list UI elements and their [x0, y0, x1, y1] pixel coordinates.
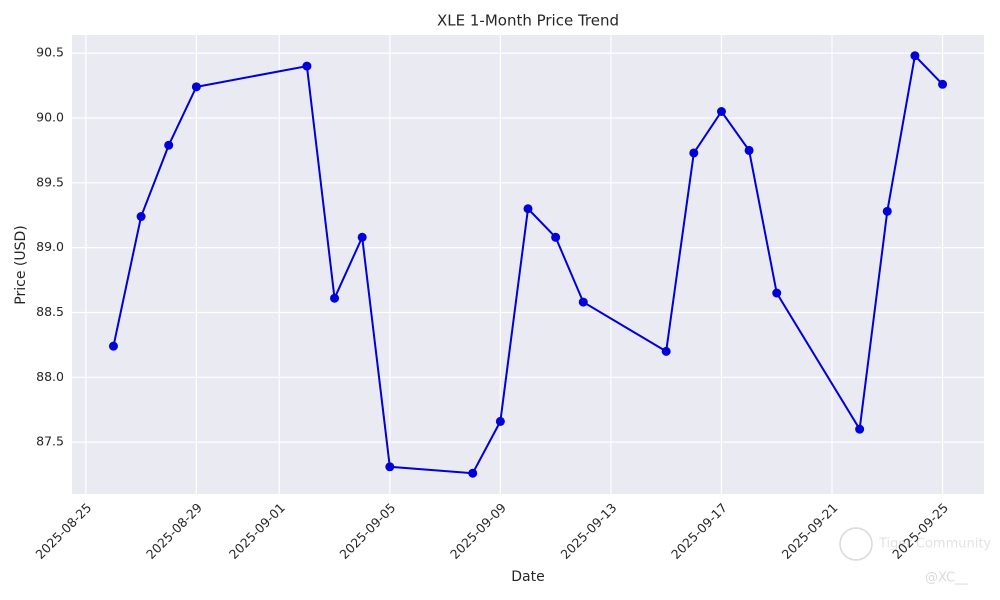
y-tick-label: 90.5: [36, 45, 64, 60]
x-tick-label: 2025-09-13: [558, 500, 620, 562]
y-tick-label: 89.0: [36, 239, 64, 254]
data-point: [330, 293, 340, 303]
data-point: [578, 297, 588, 307]
watermark-logo: [839, 527, 873, 561]
data-point: [661, 346, 671, 356]
data-point: [108, 341, 118, 351]
data-point: [495, 416, 505, 426]
data-point: [938, 79, 948, 89]
x-tick-label: 2025-09-17: [668, 500, 730, 562]
x-tick-label: 2025-09-09: [447, 500, 509, 562]
watermark-handle: @XC__: [925, 571, 969, 586]
data-point: [855, 424, 865, 434]
y-tick-label: 90.0: [36, 109, 64, 124]
x-tick-label: 2025-08-25: [32, 500, 94, 562]
y-axis-label: Price (USD): [13, 225, 29, 304]
data-point: [772, 288, 782, 298]
data-point: [716, 107, 726, 116]
y-tick-label: 88.5: [36, 304, 64, 319]
data-point: [551, 232, 561, 242]
plot-area: [72, 35, 984, 494]
data-point: [523, 204, 533, 214]
x-tick-label: 2025-09-21: [779, 500, 841, 562]
data-point: [136, 212, 146, 222]
data-point: [468, 468, 478, 478]
data-point: [910, 51, 920, 61]
watermark-text: Tiger Community: [878, 537, 991, 552]
y-tick-label: 89.5: [36, 174, 64, 189]
data-point: [357, 232, 367, 242]
data-point: [744, 145, 754, 155]
chart-title: XLE 1-Month Price Trend: [437, 12, 619, 30]
x-tick-label: 2025-09-01: [226, 500, 288, 562]
data-point: [164, 140, 174, 150]
data-point: [689, 148, 699, 158]
y-tick-label: 88.0: [36, 369, 64, 384]
watermark: Tiger Community @XC__: [839, 527, 991, 586]
x-tick-label: 2025-09-25: [889, 500, 951, 562]
price-line: [112, 53, 944, 475]
data-point: [882, 206, 892, 216]
data-point: [385, 462, 395, 472]
data-point: [302, 61, 312, 71]
x-tick-label: 2025-09-05: [336, 500, 398, 562]
data-point: [191, 82, 201, 92]
x-tick-label: 2025-08-29: [143, 500, 205, 562]
y-tick-label: 87.5: [36, 434, 64, 449]
x-axis-label: Date: [511, 569, 544, 585]
